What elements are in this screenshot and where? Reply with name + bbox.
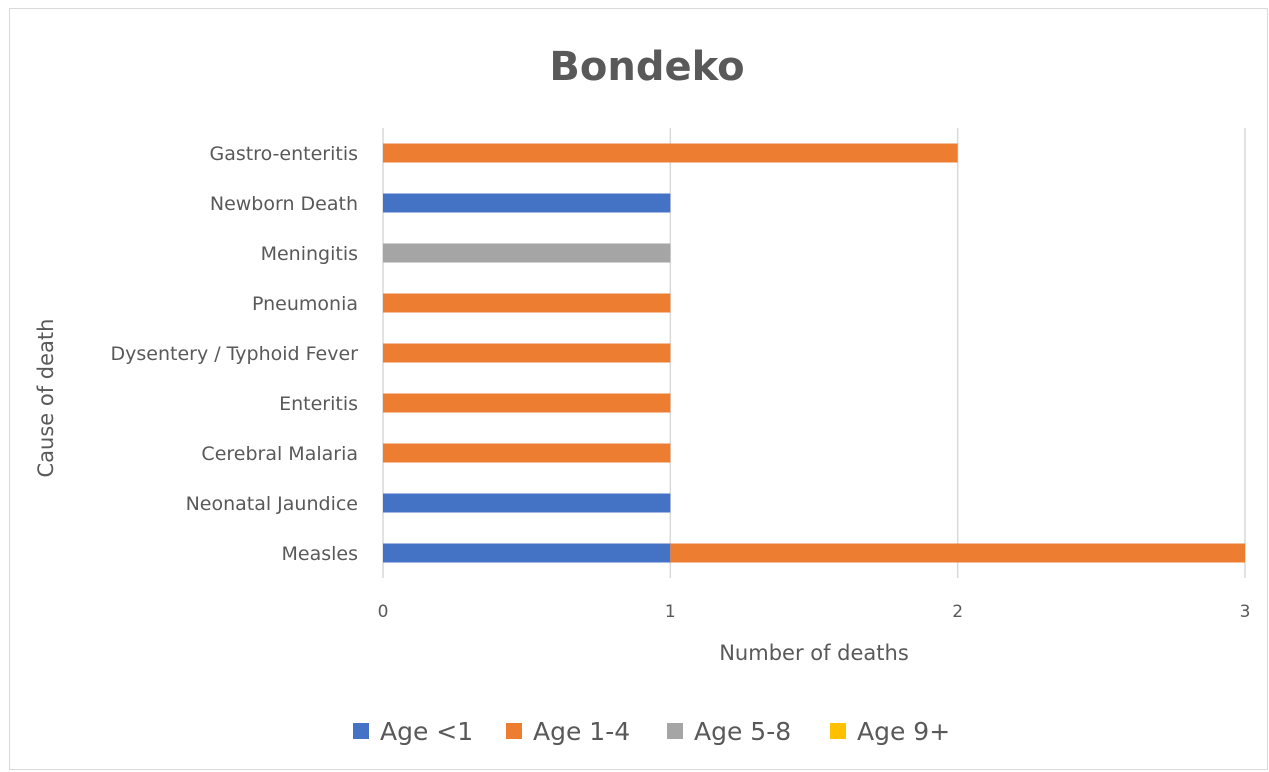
x-tick-label: 3 <box>1240 602 1251 622</box>
category-label: Newborn Death <box>210 193 358 215</box>
bar-segment <box>383 293 671 313</box>
chart-title: Bondeko <box>549 44 744 90</box>
bar-segment <box>383 343 671 363</box>
category-labels: Measles Neonatal Jaundice Cerebral Malaria… <box>110 143 358 565</box>
category-label: Cerebral Malaria <box>201 443 358 465</box>
category-label: Gastro-enteritis <box>209 143 358 165</box>
category-label: Enteritis <box>279 393 358 415</box>
bar-segment <box>383 443 671 463</box>
category-label: Dysentery / Typhoid Fever <box>110 343 358 365</box>
legend-label: Age <1 <box>380 717 473 746</box>
category-label: Measles <box>282 543 359 565</box>
category-label: Meningitis <box>261 243 358 265</box>
bar-segment <box>383 193 671 213</box>
bar-segment <box>383 143 958 163</box>
bar-segment <box>383 543 671 563</box>
bar-segment <box>383 393 671 413</box>
bar-segment <box>383 493 671 513</box>
legend: Age <1 Age 1-4 Age 5-8 Age 9+ <box>353 717 950 746</box>
legend-label: Age 9+ <box>857 717 950 746</box>
chart-frame <box>9 8 1268 770</box>
legend-swatch <box>667 723 683 739</box>
legend-swatch <box>506 723 522 739</box>
x-tick-label: 1 <box>665 602 676 622</box>
legend-label: Age 5-8 <box>694 717 791 746</box>
bars <box>383 143 1245 563</box>
bar-segment <box>670 543 1245 563</box>
x-axis-title: Number of deaths <box>719 641 909 665</box>
category-label: Neonatal Jaundice <box>186 493 358 515</box>
legend-swatch <box>830 723 846 739</box>
legend-label: Age 1-4 <box>533 717 630 746</box>
x-tick-labels: 0 1 2 3 <box>378 602 1251 622</box>
x-tick-label: 2 <box>952 602 963 622</box>
category-label: Pneumonia <box>252 293 358 315</box>
legend-swatch <box>353 723 369 739</box>
bar-segment <box>383 243 671 263</box>
y-axis-title: Cause of death <box>34 319 58 478</box>
x-tick-label: 0 <box>378 602 389 622</box>
